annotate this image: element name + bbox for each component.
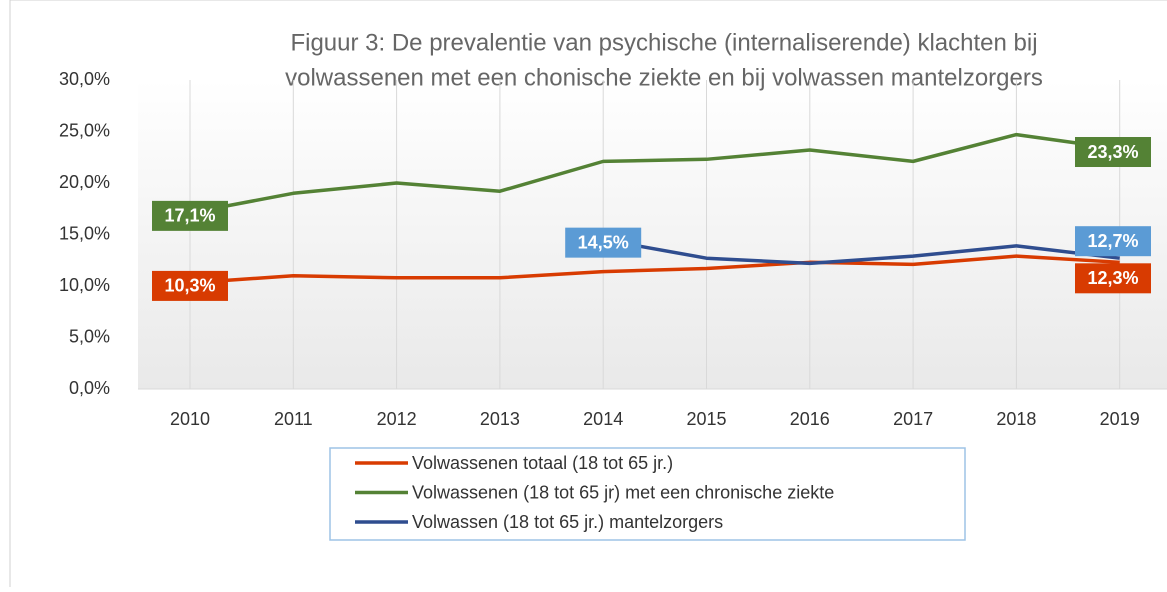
legend-label: Volwassenen totaal (18 tot 65 jr.) <box>412 453 673 473</box>
x-tick-label: 2010 <box>170 409 210 429</box>
legend-label: Volwassenen (18 tot 65 jr) met een chron… <box>412 482 834 502</box>
value-label-box <box>565 227 642 258</box>
value-label-box <box>1075 263 1151 294</box>
y-tick-label: 15,0% <box>59 223 110 243</box>
value-label: 12,7% <box>1087 231 1138 251</box>
y-tick-label: 30,0% <box>59 69 110 89</box>
series-line <box>189 132 1120 215</box>
y-tick-label: 0,0% <box>69 378 110 398</box>
legend-label: Volwassen (18 tot 65 jr.) mantelzorgers <box>412 512 723 532</box>
value-label-box <box>1075 226 1151 257</box>
value-label: 12,3% <box>1087 268 1138 288</box>
y-tick-label: 20,0% <box>59 172 110 192</box>
x-tick-label: 2015 <box>686 409 726 429</box>
x-tick-label: 2013 <box>480 409 520 429</box>
series-line <box>602 237 1120 266</box>
x-tick-label: 2014 <box>583 409 623 429</box>
series-line <box>189 254 1120 285</box>
legend-box <box>329 447 966 541</box>
value-label: 17,1% <box>164 206 215 226</box>
x-tick-label: 2012 <box>377 409 417 429</box>
x-tick-label: 2018 <box>996 409 1036 429</box>
chart-title: Figuur 3: De prevalentie van psychische … <box>290 29 1037 56</box>
value-label-box <box>152 270 228 301</box>
x-tick-label: 2019 <box>1100 409 1140 429</box>
x-tick-label: 2011 <box>274 409 313 429</box>
y-tick-label: 10,0% <box>59 275 110 295</box>
value-label: 23,3% <box>1087 142 1138 162</box>
value-label: 10,3% <box>164 276 215 296</box>
chart-title: volwassenen met een chonische ziekte en … <box>285 64 1043 91</box>
value-label: 14,5% <box>578 232 629 252</box>
plot-area <box>138 80 1167 389</box>
y-tick-label: 5,0% <box>69 326 110 346</box>
value-label-box <box>152 200 228 231</box>
x-tick-label: 2017 <box>893 409 933 429</box>
value-label-box <box>1075 137 1151 168</box>
x-tick-label: 2016 <box>790 409 830 429</box>
y-tick-label: 25,0% <box>59 120 110 140</box>
